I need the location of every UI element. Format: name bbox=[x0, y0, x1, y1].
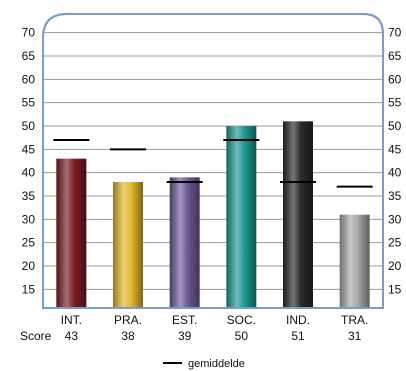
y-tick-label: 55 bbox=[388, 96, 402, 110]
category-label: TRA. bbox=[341, 313, 368, 327]
category-labels: INT. 43 PRA. 38 EST. 39 SOC. 50 IND. 51 TRA. 31 bbox=[61, 313, 369, 343]
y-tick-label: 35 bbox=[388, 189, 402, 203]
chart-frame bbox=[42, 13, 384, 309]
y-tick-label: 25 bbox=[388, 236, 402, 250]
y-tick-label: 15 bbox=[388, 282, 402, 296]
bar-pra bbox=[113, 182, 143, 308]
y-tick-label: 50 bbox=[388, 119, 402, 133]
y-tick-label: 20 bbox=[22, 259, 36, 273]
category-label: EST. bbox=[172, 313, 197, 327]
y-axis-left: 15 20 25 30 35 40 45 50 55 60 65 70 bbox=[22, 26, 36, 297]
y-tick-label: 45 bbox=[22, 142, 36, 156]
chart-frame bbox=[42, 13, 384, 309]
bar-soc bbox=[226, 126, 257, 308]
y-tick-label: 30 bbox=[388, 212, 402, 226]
y-tick-label: 40 bbox=[388, 166, 402, 180]
y-tick-label: 65 bbox=[388, 49, 402, 63]
score-row-label: Score bbox=[20, 329, 52, 343]
y-tick-label: 25 bbox=[22, 236, 36, 250]
score-value-label: 43 bbox=[65, 329, 79, 343]
y-tick-label: 70 bbox=[388, 26, 402, 40]
legend-average-label: gemiddelde bbox=[188, 358, 245, 370]
score-value-label: 39 bbox=[178, 329, 192, 343]
score-value-label: 50 bbox=[235, 329, 249, 343]
y-tick-label: 35 bbox=[22, 189, 36, 203]
score-value-label: 51 bbox=[291, 329, 305, 343]
average-markers bbox=[53, 139, 373, 188]
category-label: IND. bbox=[286, 313, 310, 327]
category-label: PRA. bbox=[114, 313, 142, 327]
grid-lines bbox=[43, 32, 383, 290]
y-tick-label: 60 bbox=[22, 72, 36, 86]
category-label: SOC. bbox=[227, 313, 256, 327]
bar-est bbox=[169, 177, 200, 308]
category-label: INT. bbox=[61, 313, 82, 327]
y-tick-label: 40 bbox=[22, 166, 36, 180]
y-tick-label: 55 bbox=[22, 96, 36, 110]
score-value-label: 38 bbox=[121, 329, 135, 343]
y-tick-label: 30 bbox=[22, 212, 36, 226]
y-tick-label: 20 bbox=[388, 259, 402, 273]
y-tick-label: 50 bbox=[22, 119, 36, 133]
y-tick-label: 70 bbox=[22, 26, 36, 40]
legend: gemiddelde bbox=[163, 358, 245, 370]
y-tick-label: 15 bbox=[22, 282, 36, 296]
y-tick-label: 60 bbox=[388, 72, 402, 86]
y-tick-label: 65 bbox=[22, 49, 36, 63]
bar-tra bbox=[339, 214, 370, 308]
score-value-label: 31 bbox=[348, 329, 362, 343]
bars bbox=[56, 121, 370, 308]
y-tick-label: 45 bbox=[388, 142, 402, 156]
bar-int bbox=[56, 158, 87, 308]
y-axis-right: 15 20 25 30 35 40 45 50 55 60 65 70 bbox=[388, 26, 402, 297]
bar-ind bbox=[283, 121, 313, 308]
